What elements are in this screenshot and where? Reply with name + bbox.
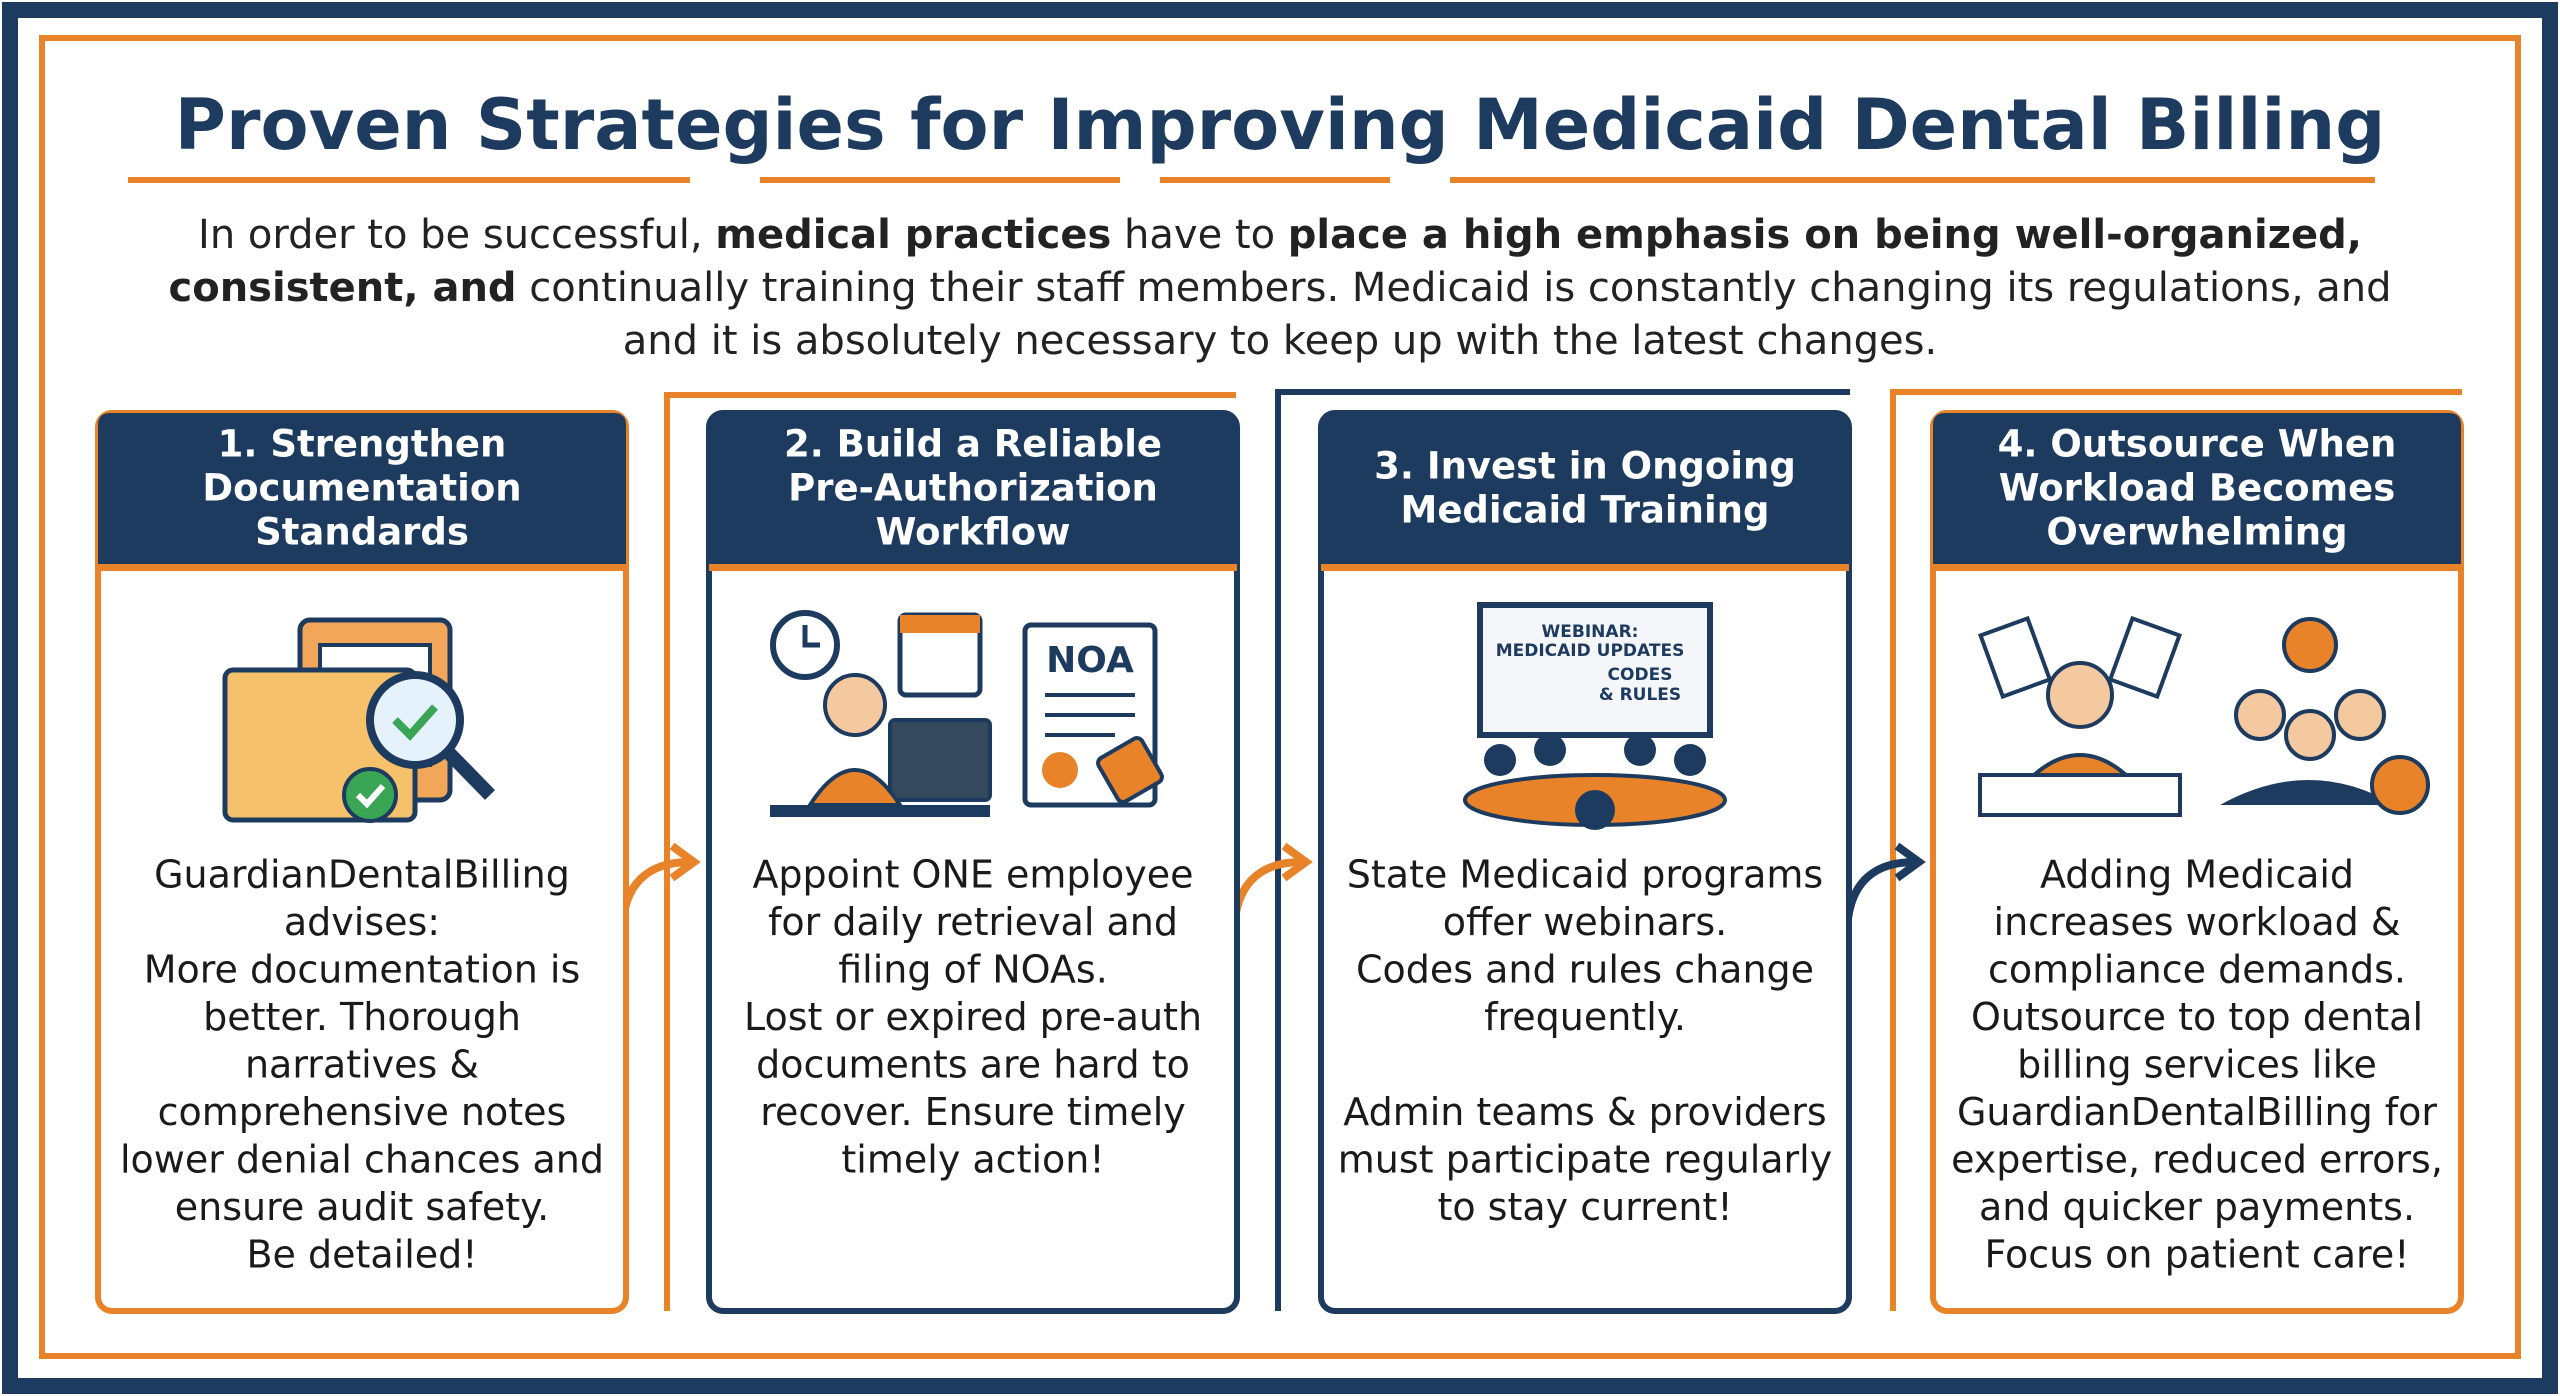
card-body-line: for daily retrieval and xyxy=(768,900,1178,944)
intro-segment: medical practices xyxy=(715,212,1111,258)
card-body-line: billing services like xyxy=(2017,1043,2377,1087)
card-body-line: filing of NOAs. xyxy=(838,948,1108,992)
card-header xyxy=(1321,413,1849,567)
card-body-line: must participate regularly xyxy=(1338,1138,1832,1182)
card-header xyxy=(1933,413,2461,567)
card-body-line: Outsource to top dental xyxy=(1971,995,2423,1039)
card-heading: Overwhelming xyxy=(2046,511,2347,554)
card-body-line: better. Thorough xyxy=(203,995,521,1039)
intro-segment: In order to be successful, xyxy=(198,212,715,258)
icon-label: WEBINAR: xyxy=(1542,622,1639,642)
card-heading: 3. Invest in Ongoing xyxy=(1374,445,1796,488)
intro-segment: place a high emphasis on being well-orga… xyxy=(1288,212,2362,258)
icon-webinar xyxy=(1463,602,1727,830)
card-body-line: comprehensive notes xyxy=(158,1090,567,1134)
card-body-line: Appoint ONE employee xyxy=(752,853,1193,897)
card-body-line: State Medicaid programs xyxy=(1347,853,1823,897)
card-body-line: timely action! xyxy=(841,1138,1104,1182)
card-body-line: increases workload & xyxy=(1994,900,2401,944)
intro-segment: consistent, and xyxy=(169,265,517,311)
card-body-line: Codes and rules change xyxy=(1356,948,1814,992)
card-body-line: to stay current! xyxy=(1437,1185,1732,1229)
card-heading: Standards xyxy=(255,511,469,554)
card-body-line: More documentation is xyxy=(144,948,581,992)
card-body-line: Be detailed! xyxy=(246,1233,477,1277)
card-body-line: recover. Ensure timely xyxy=(760,1090,1186,1134)
icon-outsource xyxy=(1977,615,2430,817)
card-body-line: and quicker payments. xyxy=(1979,1185,2415,1229)
card-body-line: ensure audit safety. xyxy=(175,1185,550,1229)
card-body-line: narratives & xyxy=(245,1043,479,1087)
inner-frame xyxy=(39,35,2521,1359)
card-body-line: expertise, reduced errors, xyxy=(1951,1138,2443,1182)
card-header-rule xyxy=(1321,564,1849,571)
card-body-line: Adding Medicaid xyxy=(2040,853,2354,897)
card-heading: Documentation xyxy=(202,467,521,510)
card-body-line: Lost or expired pre-auth xyxy=(744,995,1202,1039)
intro-segment: continually training their staff members… xyxy=(517,265,2392,311)
card-body-line: documents are hard to xyxy=(756,1043,1190,1087)
intro-segment: and it is absolutely necessary to keep u… xyxy=(623,318,1937,364)
icon-label: MEDICAID UPDATES xyxy=(1496,641,1685,661)
card: 2. Build a ReliablePre-AuthorizationWork… xyxy=(706,410,1240,1314)
icon-workflow xyxy=(770,610,1164,817)
card-header-rule xyxy=(709,564,1237,571)
card-heading: Workload Becomes xyxy=(1999,467,2396,510)
card-body-line: Focus on patient care! xyxy=(1985,1233,2410,1277)
intro: In order to be successful, medical pract… xyxy=(169,212,2392,364)
card-body-line: lower denial chances and xyxy=(120,1138,604,1182)
icon-documents xyxy=(222,617,496,823)
card-header xyxy=(98,413,626,567)
card-heading: 4. Outsource When xyxy=(1998,423,2397,466)
card-header-rule xyxy=(1933,564,2461,571)
card-heading: Workflow xyxy=(876,511,1071,554)
card-body-line: advises: xyxy=(284,900,440,944)
icon-label: & RULES xyxy=(1599,685,1681,705)
card-heading: Medicaid Training xyxy=(1401,489,1770,532)
card-body-line: GuardianDentalBilling xyxy=(154,853,570,897)
card-body-line: Admin teams & providers xyxy=(1343,1090,1826,1134)
intro-segment: have to xyxy=(1111,212,1287,258)
card-heading: 2. Build a Reliable xyxy=(784,423,1162,466)
icon-label: NOA xyxy=(1046,640,1134,681)
card-heading: Pre-Authorization xyxy=(788,467,1158,510)
title: Proven Strategies for Improving Medicaid… xyxy=(175,84,2386,166)
card-body-line: frequently. xyxy=(1484,995,1686,1039)
card-header xyxy=(709,413,1237,567)
intro-line: and it is absolutely necessary to keep u… xyxy=(623,318,1937,364)
card-body-line: GuardianDentalBilling for xyxy=(1957,1090,2437,1134)
intro-line: consistent, and continually training the… xyxy=(169,265,2392,311)
icon-label: CODES xyxy=(1608,665,1673,685)
card-header-rule xyxy=(98,564,626,571)
card-heading: 1. Strengthen xyxy=(218,423,507,466)
card-body-line: compliance demands. xyxy=(1988,948,2406,992)
intro-line: In order to be successful, medical pract… xyxy=(198,212,2362,258)
card-body-line: offer webinars. xyxy=(1443,900,1728,944)
